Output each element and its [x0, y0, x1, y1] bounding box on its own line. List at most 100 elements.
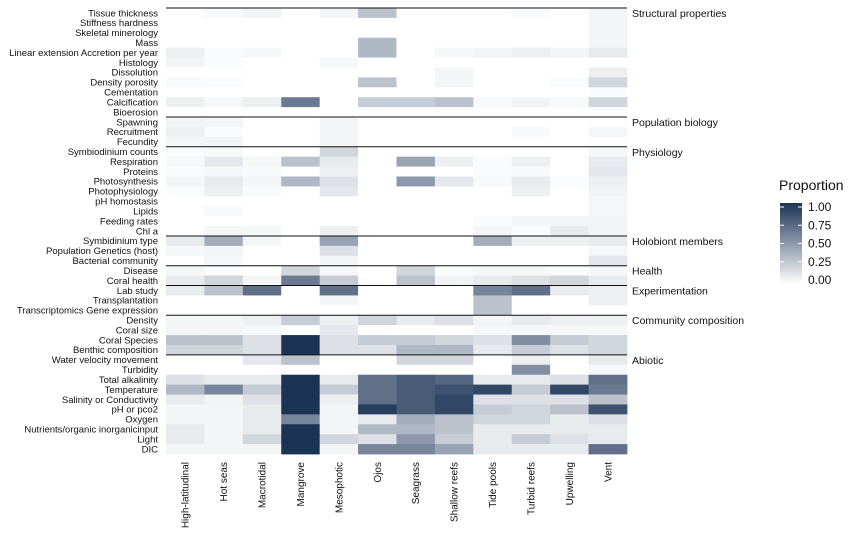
group-label: Community composition: [632, 315, 744, 327]
heatmap-cell: [319, 414, 359, 425]
heatmap-cell: [473, 364, 513, 376]
heatmap-cell: [166, 156, 205, 167]
group-label: Population biology: [632, 117, 719, 129]
heatmap-cell: [434, 374, 474, 386]
heatmap-cell: [473, 117, 513, 128]
heatmap-cell: [588, 315, 628, 326]
heatmap-cell: [358, 434, 397, 445]
heatmap-cell: [242, 404, 282, 415]
heatmap-cell: [204, 67, 244, 78]
heatmap-cell: [281, 27, 321, 39]
heatmap-cell: [473, 265, 513, 276]
row-label: Bacterial community: [72, 256, 158, 267]
row-label: Density porosity: [90, 78, 158, 89]
heatmap-cell: [358, 374, 397, 386]
heatmap-cell: [550, 434, 589, 445]
heatmap-cell: [358, 285, 397, 296]
heatmap-cell: [204, 315, 244, 326]
heatmap-cell: [396, 255, 436, 267]
heatmap-cell: [511, 17, 551, 29]
heatmap-cell: [434, 404, 474, 415]
heatmap-cell: [358, 206, 397, 217]
heatmap-cell: [396, 275, 436, 286]
row-label: Temperature: [105, 385, 158, 396]
heatmap-cell: [511, 146, 551, 158]
heatmap-cell: [550, 394, 589, 405]
heatmap-cell: [319, 364, 359, 376]
heatmap-cell: [588, 335, 628, 346]
heatmap-cell: [550, 245, 589, 257]
heatmap-cell: [358, 77, 397, 88]
heatmap-cell: [473, 57, 513, 68]
heatmap-cell: [358, 8, 397, 19]
heatmap-cell: [358, 275, 397, 286]
heatmap-cell: [358, 295, 397, 306]
heatmap-cell: [242, 335, 282, 346]
heatmap-cell: [396, 295, 436, 306]
heatmap-cell: [550, 156, 589, 167]
heatmap-cell: [588, 305, 628, 316]
heatmap-cell: [281, 424, 321, 435]
heatmap-cell: [319, 275, 359, 286]
heatmap-cell: [242, 97, 282, 108]
heatmap-cell: [396, 47, 436, 58]
heatmap-cell: [319, 136, 359, 148]
heatmap-cell: [396, 335, 436, 346]
heatmap-cell: [396, 146, 436, 158]
heatmap-cell: [473, 107, 513, 118]
heatmap-cell: [588, 434, 628, 445]
heatmap-cell: [281, 17, 321, 29]
heatmap-cell: [588, 87, 628, 98]
group-label: Holobiont members: [632, 236, 723, 248]
heatmap-cell: [281, 335, 321, 346]
heatmap-cell: [319, 216, 359, 227]
row-label: Coral health: [107, 276, 158, 287]
heatmap-cell: [281, 265, 321, 276]
row-label: Fecundity: [117, 137, 158, 148]
heatmap-cell: [204, 176, 244, 187]
heatmap-cell: [358, 17, 397, 29]
heatmap-cell: [281, 117, 321, 128]
heatmap-cell: [166, 325, 205, 336]
heatmap-cell: [281, 77, 321, 88]
heatmap-cell: [358, 444, 397, 455]
heatmap-cell: [434, 444, 474, 455]
row-label: Feeding rates: [100, 216, 158, 227]
column-label: Tide pools: [488, 462, 499, 508]
heatmap-cell: [242, 424, 282, 435]
heatmap-cell: [434, 17, 474, 29]
heatmap-cell: [281, 216, 321, 227]
heatmap-cell: [242, 107, 282, 118]
heatmap-cell: [473, 335, 513, 346]
heatmap-cell: [550, 424, 589, 435]
heatmap-cell: [319, 325, 359, 336]
heatmap-cell: [204, 47, 244, 58]
heatmap-cell: [588, 404, 628, 415]
heatmap-cell: [166, 275, 205, 286]
heatmap-cell: [434, 196, 474, 207]
heatmap-cell: [434, 414, 474, 425]
heatmap-cell: [358, 37, 397, 49]
heatmap-cell: [166, 57, 205, 68]
heatmap-cell: [358, 216, 397, 227]
heatmap-cell: [473, 87, 513, 98]
heatmap-cell: [281, 245, 321, 257]
heatmap-cell: [396, 77, 436, 88]
heatmap-cell: [242, 255, 282, 267]
heatmap-cell: [281, 37, 321, 49]
heatmap-cell: [473, 374, 513, 386]
row-label: Chl a: [136, 226, 159, 237]
heatmap-cell: [434, 265, 474, 276]
heatmap-cell: [434, 156, 474, 167]
heatmap-cell: [473, 414, 513, 425]
heatmap-cell: [550, 295, 589, 306]
heatmap-cell: [396, 434, 436, 445]
heatmap-cell: [434, 87, 474, 98]
heatmap-cell: [281, 126, 321, 138]
heatmap-cell: [473, 146, 513, 158]
heatmap-cell: [358, 325, 397, 336]
row-label: Calcification: [107, 97, 158, 108]
heatmap-cell: [434, 77, 474, 88]
heatmap-cell: [204, 156, 244, 167]
heatmap-cell: [473, 136, 513, 148]
